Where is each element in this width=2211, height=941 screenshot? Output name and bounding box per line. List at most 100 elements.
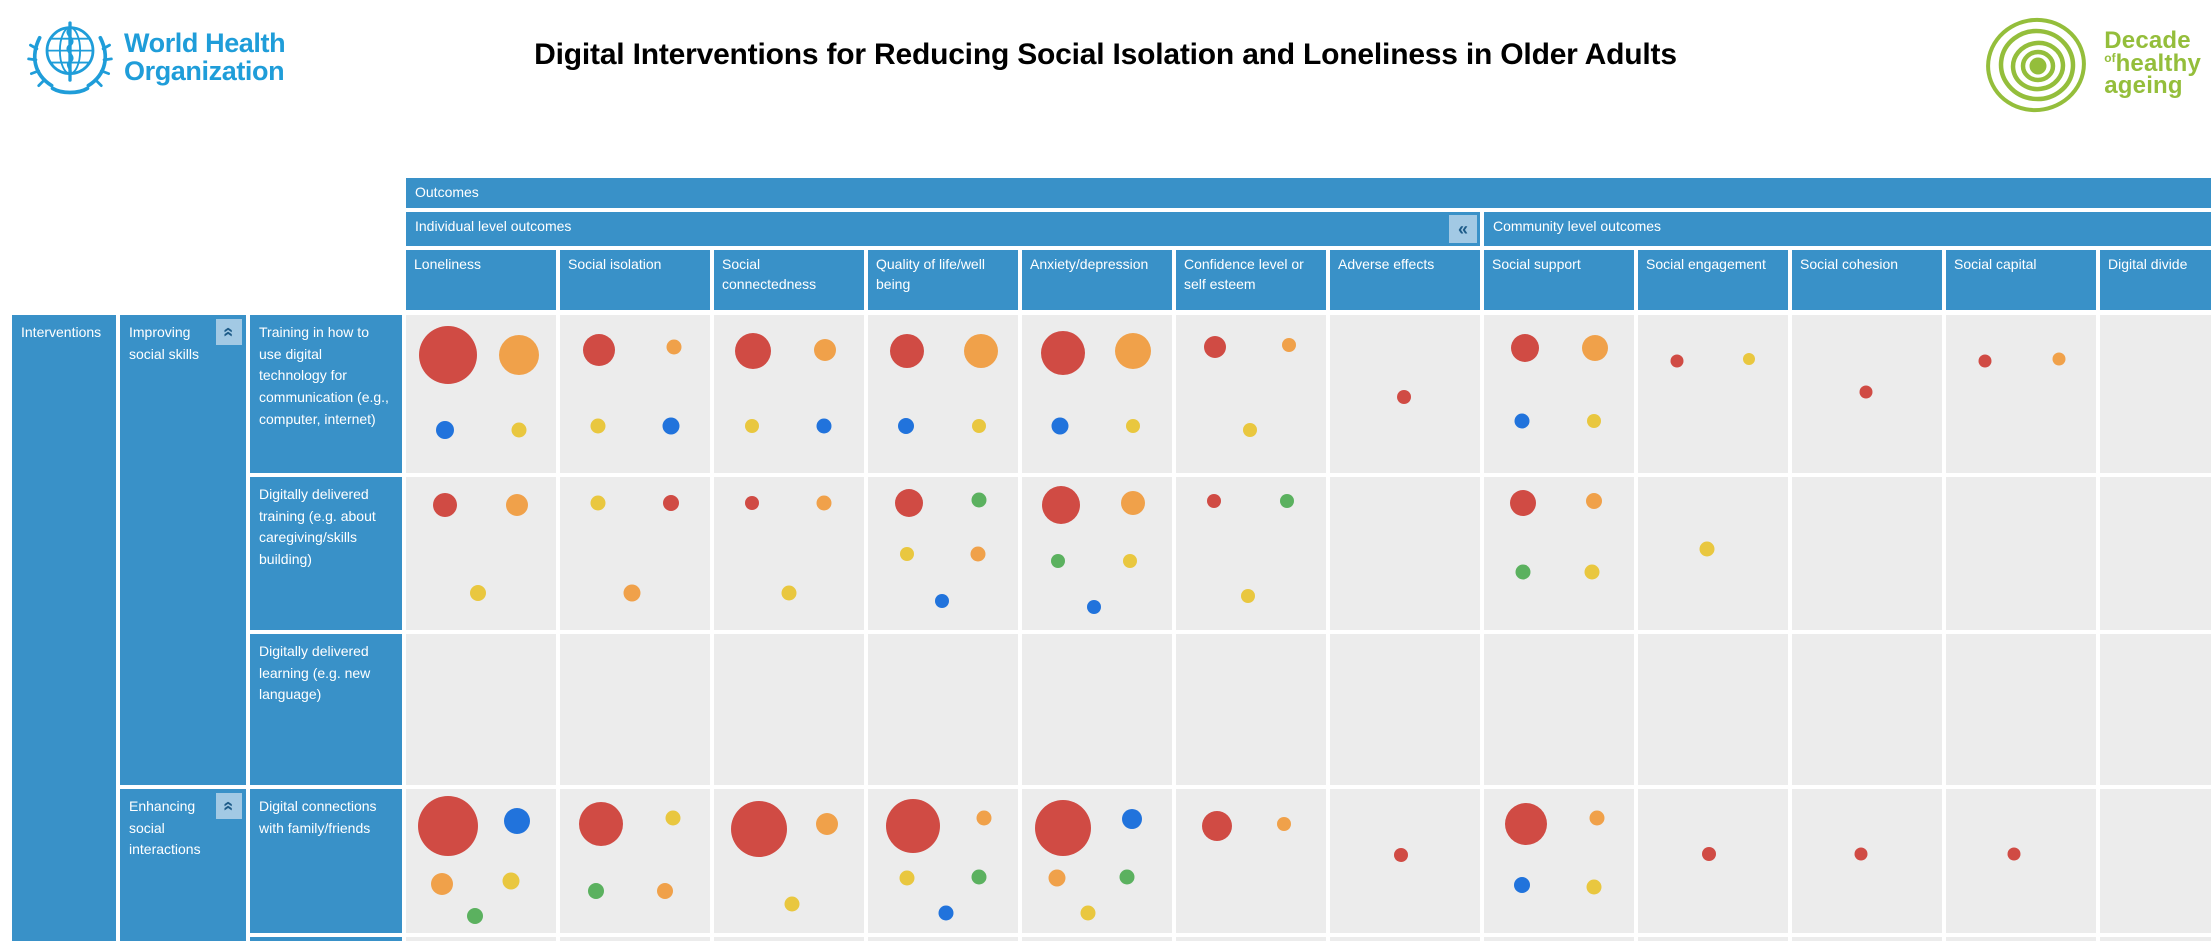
evidence-bubble-red[interactable]: [583, 333, 615, 366]
evidence-bubble-blue[interactable]: [1051, 417, 1068, 435]
evidence-bubble-red[interactable]: [1505, 802, 1547, 845]
evidence-bubble-yellow[interactable]: [590, 495, 605, 511]
collapse-row-group-button[interactable]: «: [216, 319, 242, 345]
evidence-bubble-orange[interactable]: [506, 493, 528, 516]
matrix-cell-r2-c3: [714, 477, 864, 630]
evidence-bubble-yellow[interactable]: [1699, 541, 1715, 557]
evidence-bubble-orange[interactable]: [815, 812, 838, 835]
evidence-bubble-yellow[interactable]: [900, 546, 914, 561]
evidence-bubble-red[interactable]: [890, 334, 924, 369]
evidence-bubble-yellow[interactable]: [744, 418, 759, 433]
evidence-bubble-orange[interactable]: [498, 334, 539, 375]
evidence-bubble-blue[interactable]: [897, 417, 914, 434]
evidence-bubble-yellow[interactable]: [1586, 413, 1601, 428]
evidence-bubble-green[interactable]: [1119, 869, 1135, 885]
evidence-bubble-red[interactable]: [1034, 799, 1091, 856]
evidence-bubble-yellow[interactable]: [784, 896, 800, 912]
evidence-bubble-red[interactable]: [735, 333, 771, 370]
evidence-bubble-red[interactable]: [1042, 485, 1080, 524]
evidence-bubble-yellow[interactable]: [590, 418, 605, 434]
evidence-bubble-orange[interactable]: [1121, 491, 1145, 515]
evidence-bubble-orange[interactable]: [1589, 810, 1604, 826]
evidence-bubble-yellow[interactable]: [1080, 905, 1096, 921]
evidence-bubble-red[interactable]: [1040, 330, 1085, 375]
evidence-bubble-orange[interactable]: [816, 495, 831, 511]
evidence-bubble-yellow[interactable]: [972, 418, 986, 433]
evidence-bubble-red[interactable]: [1201, 811, 1232, 842]
evidence-bubble-orange[interactable]: [431, 873, 453, 896]
evidence-bubble-red[interactable]: [1510, 490, 1536, 516]
evidence-bubble-red[interactable]: [433, 492, 457, 517]
evidence-bubble-red[interactable]: [1701, 846, 1716, 861]
evidence-bubble-orange[interactable]: [657, 883, 673, 900]
evidence-bubble-blue[interactable]: [1087, 600, 1101, 615]
evidence-bubble-blue[interactable]: [1514, 413, 1529, 429]
evidence-bubble-red[interactable]: [744, 496, 759, 510]
evidence-bubble-red[interactable]: [731, 801, 787, 858]
evidence-bubble-yellow[interactable]: [502, 872, 520, 890]
evidence-bubble-blue[interactable]: [816, 418, 831, 434]
evidence-bubble-orange[interactable]: [623, 584, 641, 602]
matrix-cell-r3-c11: [1946, 634, 2096, 785]
evidence-bubble-orange[interactable]: [963, 334, 998, 369]
evidence-bubble-red[interactable]: [1510, 334, 1539, 363]
evidence-bubble-orange[interactable]: [1048, 869, 1065, 887]
evidence-bubble-orange[interactable]: [970, 546, 985, 561]
evidence-bubble-yellow[interactable]: [1242, 423, 1257, 438]
evidence-bubble-red[interactable]: [418, 796, 478, 857]
evidence-bubble-red[interactable]: [578, 801, 623, 846]
evidence-bubble-orange[interactable]: [976, 810, 991, 826]
evidence-bubble-orange[interactable]: [1582, 335, 1608, 362]
evidence-bubble-yellow[interactable]: [1584, 564, 1600, 580]
evidence-bubble-yellow[interactable]: [899, 870, 915, 886]
evidence-bubble-yellow[interactable]: [665, 810, 680, 826]
evidence-bubble-blue[interactable]: [504, 807, 530, 834]
evidence-bubble-green[interactable]: [971, 869, 987, 885]
evidence-bubble-red[interactable]: [1859, 385, 1872, 399]
column-header-social-cohesion: Social cohesion: [1792, 250, 1942, 310]
collapse-row-group-button[interactable]: «: [216, 793, 242, 819]
evidence-bubble-green[interactable]: [467, 907, 483, 924]
evidence-bubble-red[interactable]: [894, 489, 923, 517]
evidence-bubble-blue[interactable]: [1121, 809, 1142, 830]
evidence-bubble-yellow[interactable]: [511, 422, 526, 438]
evidence-bubble-red[interactable]: [1396, 390, 1411, 405]
evidence-bubble-red[interactable]: [663, 495, 679, 511]
evidence-bubble-red[interactable]: [419, 325, 477, 384]
evidence-bubble-red[interactable]: [1204, 335, 1226, 358]
evidence-bubble-red[interactable]: [2007, 847, 2020, 861]
evidence-bubble-yellow[interactable]: [1126, 418, 1140, 433]
evidence-bubble-orange[interactable]: [1115, 333, 1151, 370]
evidence-bubble-red[interactable]: [1978, 354, 1992, 368]
evidence-bubble-orange[interactable]: [814, 338, 836, 361]
evidence-bubble-red[interactable]: [1854, 847, 1868, 861]
evidence-bubble-blue[interactable]: [1513, 877, 1530, 894]
evidence-bubble-yellow[interactable]: [470, 585, 486, 602]
collapse-individual-columns-button[interactable]: «: [1449, 215, 1477, 243]
evidence-bubble-blue[interactable]: [938, 905, 954, 921]
evidence-bubble-orange[interactable]: [1585, 493, 1602, 510]
matrix-cell-r3-c5: [1022, 634, 1172, 785]
evidence-bubble-orange[interactable]: [1281, 338, 1296, 353]
column-header-adverse-effects: Adverse effects: [1330, 250, 1480, 310]
evidence-bubble-green[interactable]: [1280, 494, 1294, 509]
evidence-bubble-red[interactable]: [1206, 494, 1221, 509]
evidence-bubble-orange[interactable]: [666, 339, 682, 355]
evidence-bubble-green[interactable]: [1051, 554, 1065, 569]
evidence-bubble-yellow[interactable]: [1123, 554, 1137, 569]
evidence-bubble-blue[interactable]: [662, 417, 680, 435]
evidence-bubble-red[interactable]: [1670, 354, 1684, 368]
evidence-bubble-red[interactable]: [886, 799, 940, 854]
evidence-bubble-blue[interactable]: [934, 593, 949, 608]
evidence-bubble-yellow[interactable]: [1586, 879, 1601, 895]
evidence-bubble-red[interactable]: [1393, 848, 1408, 863]
evidence-bubble-orange[interactable]: [2052, 352, 2065, 366]
evidence-bubble-green[interactable]: [971, 492, 987, 508]
evidence-bubble-yellow[interactable]: [781, 585, 797, 601]
evidence-bubble-green[interactable]: [588, 883, 604, 900]
evidence-bubble-orange[interactable]: [1277, 816, 1291, 831]
evidence-bubble-blue[interactable]: [436, 421, 454, 440]
evidence-bubble-yellow[interactable]: [1743, 353, 1755, 366]
evidence-bubble-green[interactable]: [1515, 564, 1531, 580]
evidence-bubble-yellow[interactable]: [1241, 589, 1255, 604]
